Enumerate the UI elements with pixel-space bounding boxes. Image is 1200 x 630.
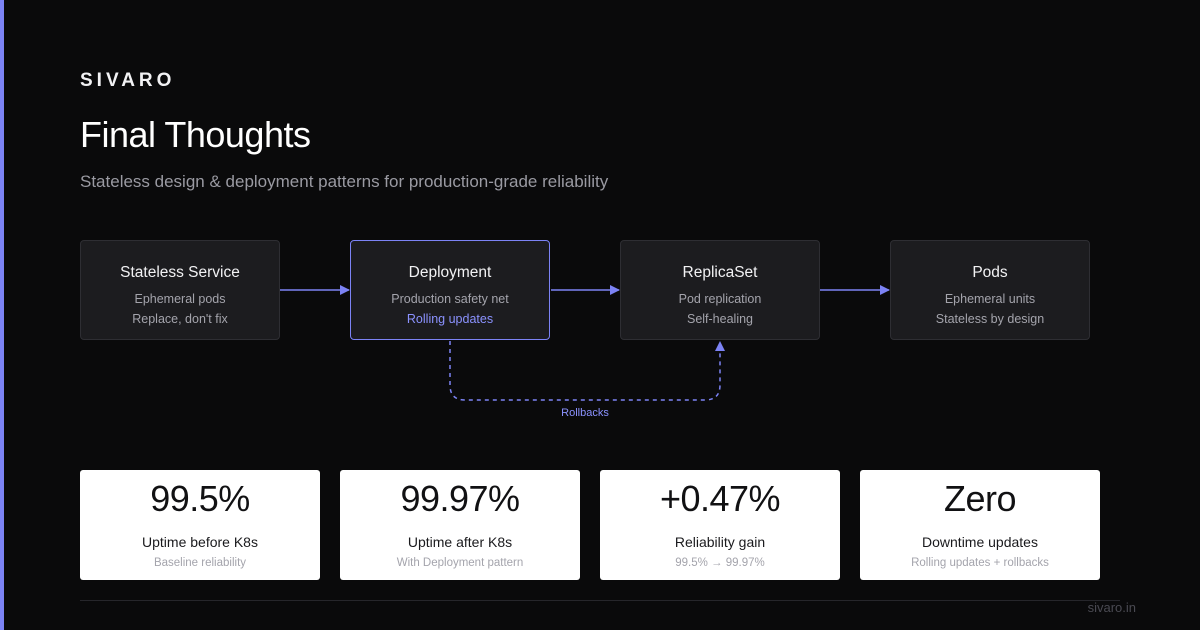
node-detail: Ephemeral pods: [134, 292, 226, 306]
stat-label: Uptime after K8s: [407, 534, 513, 550]
node-replicaset: ReplicaSet Pod replication Self-healing: [620, 240, 820, 340]
stat-card-uptime-after: 99.97% Uptime after K8s With Deployment …: [340, 470, 580, 580]
accent-bar: [0, 0, 4, 630]
node-stateless-service: Stateless Service Ephemeral pods Replace…: [80, 240, 280, 340]
stat-card-downtime-updates: Zero Downtime updates Rolling updates + …: [860, 470, 1100, 580]
node-detail: Pod replication: [678, 292, 762, 306]
footer-url: sivaro.in: [1087, 600, 1136, 615]
node-deployment: Deployment Production safety net Rolling…: [350, 240, 550, 340]
stat-value: +0.47%: [659, 478, 781, 519]
node-detail: Replace, don't fix: [132, 312, 228, 326]
brand-logo: SIVARO: [80, 70, 176, 91]
rollback-label: Rollbacks: [561, 407, 609, 419]
stat-value: 99.97%: [400, 478, 520, 519]
stat-label: Downtime updates: [922, 534, 1038, 550]
stat-label: Reliability gain: [674, 534, 766, 550]
stat-note: Rolling updates + rollbacks: [911, 557, 1049, 569]
stat-value: 99.5%: [150, 478, 250, 519]
stat-label: Uptime before K8s: [142, 534, 258, 550]
node-title: Deployment: [408, 264, 492, 281]
node-detail: Production safety net: [391, 292, 509, 306]
node-pods: Pods Ephemeral units Stateless by design: [890, 240, 1090, 340]
page-subtitle: Stateless design & deployment patterns f…: [80, 172, 609, 191]
footer-divider: [80, 600, 1120, 601]
page-title: Final Thoughts: [80, 114, 311, 155]
stat-note: Baseline reliability: [153, 557, 247, 569]
node-detail-highlight: Rolling updates: [406, 312, 494, 326]
node-title: Stateless Service: [120, 264, 240, 281]
node-detail: Stateless by design: [935, 312, 1045, 326]
stat-card-reliability-gain: +0.47% Reliability gain 99.5% → 99.97%: [600, 470, 840, 580]
stat-card-uptime-before: 99.5% Uptime before K8s Baseline reliabi…: [80, 470, 320, 580]
stat-value: Zero: [943, 478, 1017, 519]
node-detail: Ephemeral units: [944, 292, 1036, 306]
stat-note: With Deployment pattern: [396, 557, 524, 569]
node-title: ReplicaSet: [682, 264, 758, 281]
node-detail: Self-healing: [686, 312, 753, 326]
node-title: Pods: [972, 264, 1008, 281]
stat-note: 99.5% → 99.97%: [675, 557, 765, 569]
rollback-connector: [449, 341, 725, 401]
